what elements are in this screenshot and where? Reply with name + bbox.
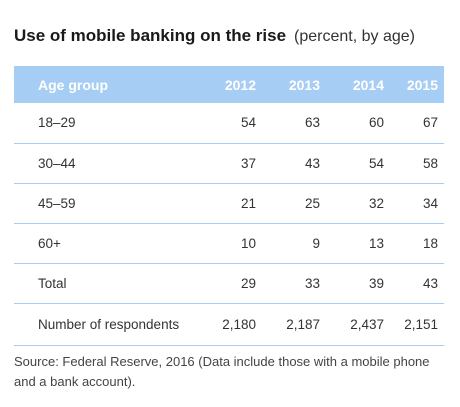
row-label: 60+ — [38, 235, 61, 251]
row-label: 30–44 — [38, 155, 76, 171]
row-label: 18–29 — [38, 115, 76, 131]
table-cell: 58 — [422, 155, 438, 171]
chart-title: Use of mobile banking on the rise — [14, 26, 287, 45]
column-header-2015: 2015 — [406, 76, 438, 93]
column-header-2012: 2012 — [224, 76, 256, 93]
row-label: Number of respondents — [38, 316, 180, 332]
table-cell: 54 — [368, 155, 384, 171]
table-row: 30–44 37 43 54 58 — [14, 143, 444, 183]
header-row: Age group 2012 2013 2014 2015 — [14, 66, 444, 103]
table-cell: 43 — [304, 155, 320, 171]
table-cell: 10 — [240, 235, 256, 251]
table-row: 45–59 21 25 32 34 — [14, 183, 444, 223]
table-cell: 43 — [422, 275, 438, 291]
table-cell: 39 — [368, 275, 384, 291]
table-cell: 37 — [240, 155, 256, 171]
column-header-2014: 2014 — [352, 76, 384, 93]
mobile-banking-table: Age group 2012 2013 2014 2015 18–29 54 6… — [14, 66, 444, 346]
row-label: 45–59 — [38, 195, 76, 211]
table-cell: 67 — [422, 115, 438, 131]
table-row: Total 29 33 39 43 — [14, 263, 444, 303]
table-cell: 60 — [368, 115, 384, 131]
table-cell: 2,437 — [350, 316, 384, 332]
chart-subtitle: (percent, by age) — [294, 28, 415, 45]
column-header-2013: 2013 — [288, 76, 320, 93]
row-label: Total — [38, 275, 67, 291]
table-row: Number of respondents 2,180 2,187 2,437 … — [14, 303, 444, 345]
table-row: 18–29 54 63 60 67 — [14, 103, 444, 143]
table-cell: 2,180 — [222, 316, 256, 332]
table-cell: 34 — [422, 195, 438, 211]
source-note: Source: Federal Reserve, 2016 (Data incl… — [14, 354, 430, 389]
table-cell: 13 — [368, 235, 384, 251]
table-row: 60+ 10 9 13 18 — [14, 223, 444, 263]
table-cell: 54 — [240, 115, 256, 131]
table-cell: 2,187 — [286, 316, 320, 332]
table-cell: 32 — [368, 195, 384, 211]
table-cell: 63 — [304, 115, 320, 131]
table-cell: 25 — [304, 195, 320, 211]
chart-title-row: Use of mobile banking on the rise (percen… — [14, 26, 415, 47]
table-cell: 33 — [304, 275, 320, 291]
table-cell: 2,151 — [404, 316, 438, 332]
table-cell: 21 — [240, 195, 256, 211]
table-body: 18–29 54 63 60 67 30–44 37 43 54 58 45–5… — [14, 103, 444, 345]
table-cell: 29 — [240, 275, 256, 291]
table-header: Age group 2012 2013 2014 2015 — [14, 66, 444, 103]
column-header-age-group: Age group — [38, 76, 108, 93]
table-cell: 18 — [422, 235, 438, 251]
table-cell: 9 — [312, 235, 320, 251]
